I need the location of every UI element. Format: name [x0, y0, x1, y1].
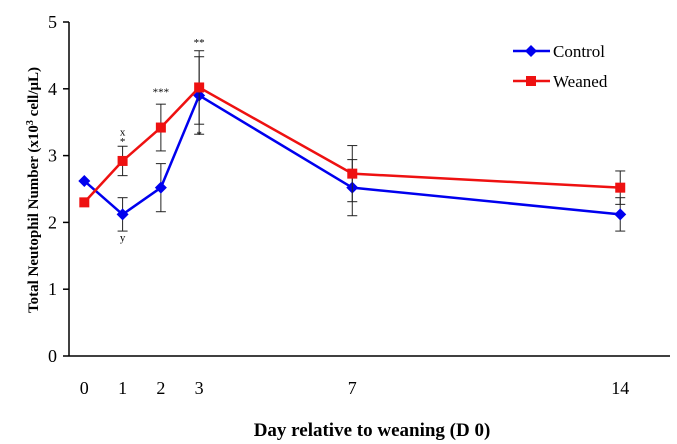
data-point-control	[154, 181, 167, 194]
significance-mark: ***	[153, 86, 170, 98]
x-tick-label: 1	[118, 378, 127, 398]
data-point-weaned	[194, 82, 205, 93]
y-axis-label-superscript: 3	[25, 120, 36, 125]
y-tick-label: 5	[48, 12, 57, 32]
y-tick-label: 4	[48, 79, 57, 99]
x-tick-label: 2	[156, 378, 165, 398]
data-point-control	[116, 208, 129, 221]
x-axis-label: Day relative to weaning (D 0)	[254, 420, 491, 441]
data-point-weaned	[117, 155, 128, 166]
x-tick-label: 7	[348, 378, 357, 398]
legend: Control Weaned	[513, 42, 608, 91]
x-tick-label: 14	[611, 378, 629, 398]
legend-control-marker	[525, 45, 537, 57]
significance-mark: *	[196, 129, 202, 141]
data-point-weaned	[615, 182, 626, 193]
significance-mark: x	[120, 127, 126, 139]
significance-mark: y	[120, 232, 126, 244]
x-tick-label: 0	[80, 378, 89, 398]
legend-control-label: Control	[553, 42, 605, 61]
data-point-control	[78, 174, 91, 187]
y-axis-ticks: 0 1 2 3 4 5	[48, 12, 69, 366]
data-point-weaned	[347, 168, 358, 179]
series-weaned	[79, 50, 626, 208]
series-line-control	[83, 93, 621, 216]
series-control	[78, 56, 627, 232]
legend-weaned-label: Weaned	[553, 72, 608, 91]
significance-annotations: x*y******	[120, 37, 205, 244]
y-tick-label: 3	[48, 146, 57, 166]
data-point-weaned	[79, 197, 90, 208]
x-tick-label: 3	[195, 378, 204, 398]
y-tick-label: 1	[48, 279, 57, 299]
y-axis-label: Total Neutophil Number (x103 cell/μL)	[25, 67, 43, 313]
chart-axes	[68, 22, 670, 357]
y-tick-label: 2	[48, 212, 57, 232]
legend-weaned-marker	[526, 76, 536, 86]
series-line-weaned	[83, 85, 621, 204]
significance-mark: *	[120, 136, 126, 148]
series-layer	[78, 50, 627, 232]
significance-mark: **	[194, 37, 205, 49]
data-point-weaned	[155, 122, 166, 133]
y-tick-label: 0	[48, 346, 57, 366]
x-axis-ticks: 0 1 2 3 7 14	[80, 378, 629, 398]
data-point-control	[614, 208, 627, 221]
